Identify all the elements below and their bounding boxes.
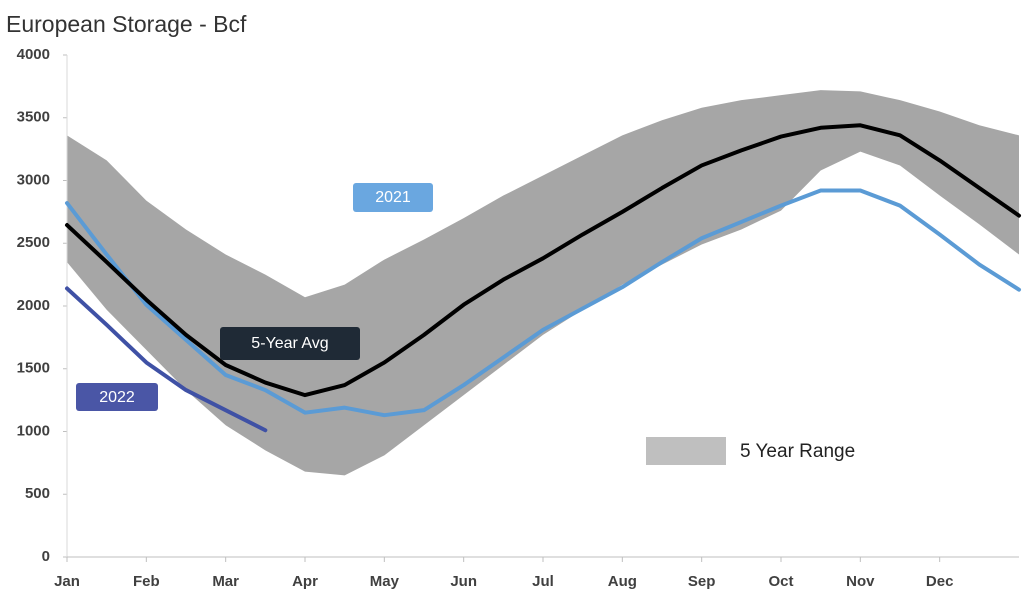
range-band — [67, 90, 1019, 476]
series-line — [65, 286, 268, 433]
x-tick-label: Aug — [608, 573, 637, 590]
x-tick-label: Nov — [846, 573, 875, 590]
series-label: 2021 — [375, 189, 411, 206]
y-tick-label: 1000 — [17, 422, 50, 439]
series-line — [65, 123, 1021, 398]
x-tick-label: May — [370, 573, 400, 590]
series-label: 2022 — [99, 389, 135, 406]
chart-title: European Storage - Bcf — [6, 11, 247, 37]
x-tick-label: Dec — [926, 573, 954, 590]
x-tick-label: Oct — [768, 573, 793, 590]
legend-swatch — [646, 437, 726, 465]
y-tick-label: 3500 — [17, 109, 50, 126]
label-box — [220, 327, 360, 360]
x-tick-label: Apr — [292, 573, 318, 590]
y-tick-label: 500 — [25, 485, 50, 502]
x-tick-label: Jun — [450, 573, 477, 590]
y-tick-label: 3000 — [17, 171, 50, 188]
y-tick-label: 2500 — [17, 234, 50, 251]
x-tick-label: Mar — [212, 573, 239, 590]
legend-label: 5 Year Range — [740, 441, 855, 462]
label-box — [353, 183, 433, 212]
x-tick-label: Jul — [532, 573, 554, 590]
y-tick-label: 1500 — [17, 360, 50, 377]
y-tick-label: 4000 — [17, 46, 50, 63]
x-tick-label: Jan — [54, 573, 80, 590]
x-tick-label: Feb — [133, 573, 160, 590]
y-tick-label: 0 — [42, 548, 50, 565]
series-line — [65, 188, 1021, 418]
series-label: 5-Year Avg — [251, 335, 328, 352]
y-tick-label: 2000 — [17, 297, 50, 314]
label-box — [76, 383, 158, 411]
x-tick-label: Sep — [688, 573, 716, 590]
